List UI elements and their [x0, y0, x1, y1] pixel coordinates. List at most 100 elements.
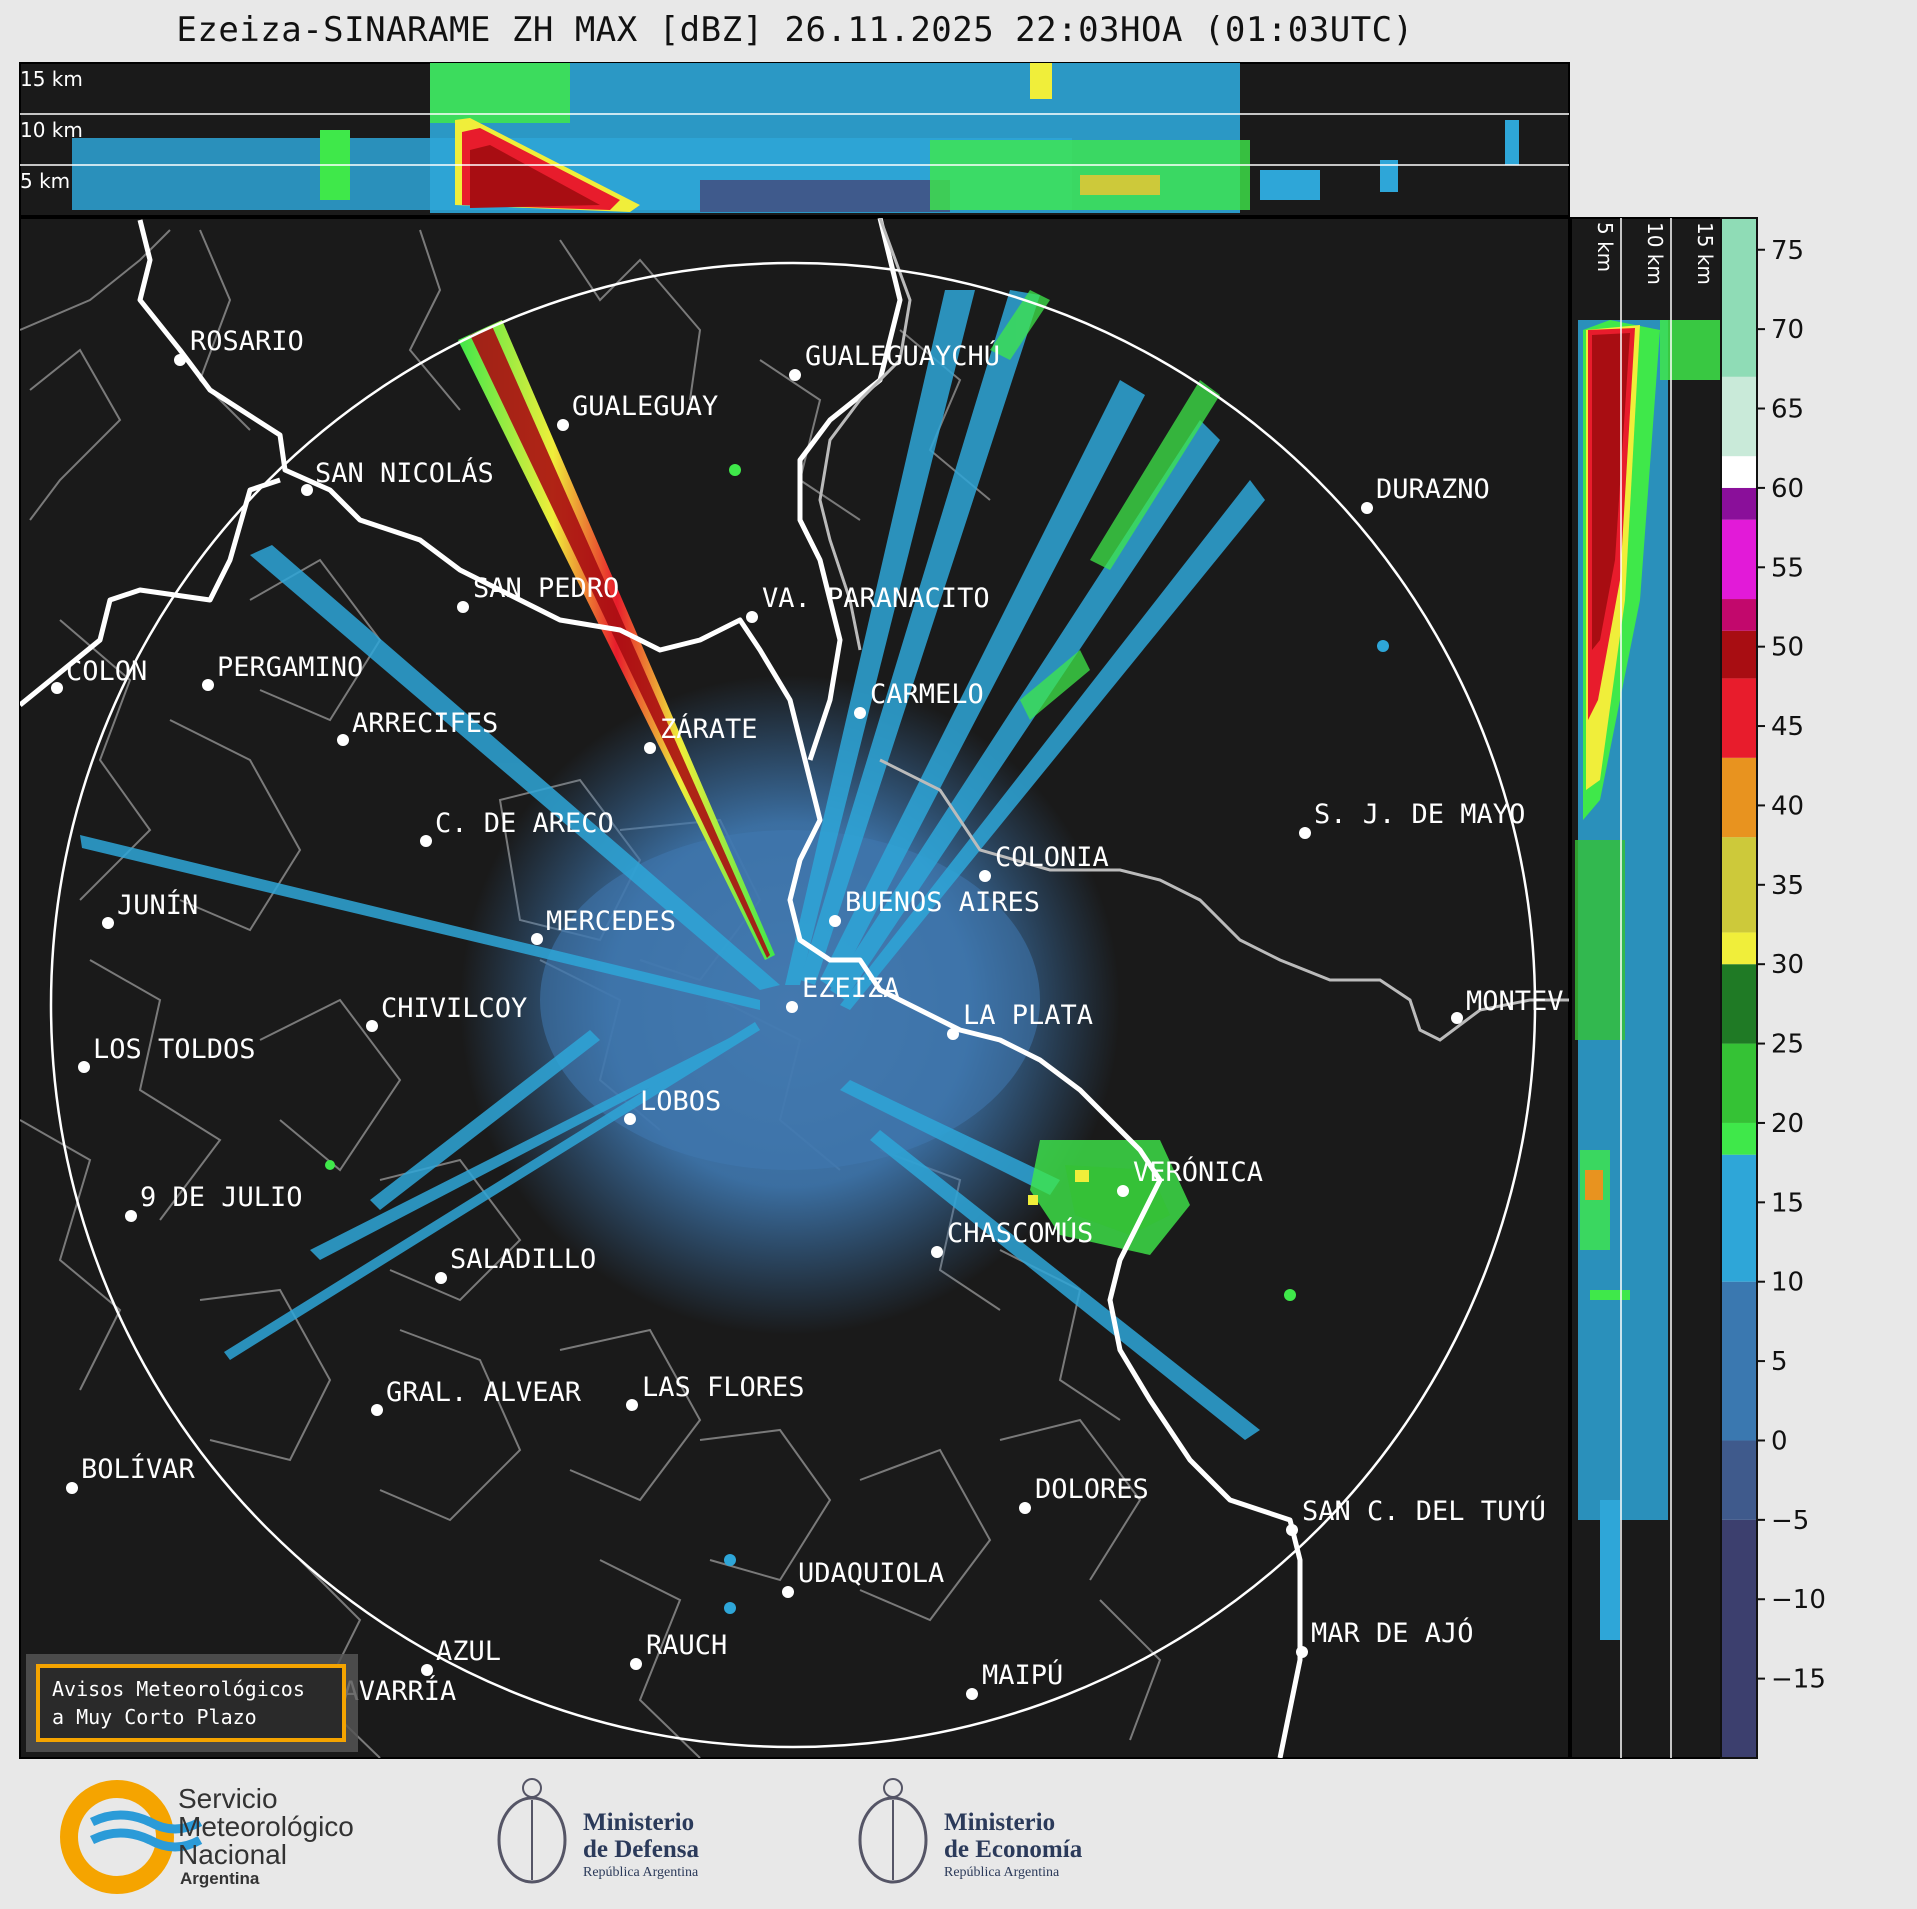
colorbar-tick-label: 10 — [1771, 1268, 1804, 1298]
colorbar-band — [1721, 1122, 1757, 1155]
city-marker: JUNÍN — [102, 889, 198, 929]
city-label: MAIPÚ — [982, 1659, 1063, 1691]
city-dot — [174, 354, 186, 366]
top-cross-section-echoes — [72, 63, 1519, 213]
colorbar-band — [1721, 1043, 1757, 1123]
economia-line-1: Ministerio — [944, 1809, 1055, 1836]
smn-line-1: Servicio — [178, 1783, 278, 1814]
city-dot — [301, 484, 313, 496]
colorbar-tick-label: 50 — [1771, 633, 1804, 663]
city-label: GRAL. ALVEAR — [386, 1377, 582, 1408]
city-dot — [947, 1028, 959, 1040]
city-marker: LAS FLORES — [626, 1372, 805, 1411]
city-marker: C. DE ARECO — [420, 808, 614, 847]
city-marker: GRAL. ALVEAR — [371, 1377, 582, 1416]
city-marker: ARRECIFES — [337, 708, 498, 746]
economia-line-3: República Argentina — [944, 1865, 1060, 1880]
colorbar-tick-label: 65 — [1771, 395, 1804, 425]
city-dot — [746, 611, 758, 623]
notice-box[interactable]: Avisos Meteorológicos a Muy Corto Plazo — [26, 1654, 358, 1752]
colorbar-band — [1721, 1519, 1757, 1758]
city-label: MONTEV — [1466, 986, 1564, 1017]
city-label: ROSARIO — [190, 326, 304, 357]
colorbar-band — [1721, 964, 1757, 1044]
city-marker: COLONIA — [979, 842, 1109, 882]
city-marker: LA PLATA — [947, 1000, 1093, 1040]
colorbar-tick-label: −5 — [1771, 1506, 1809, 1536]
city-dot — [979, 870, 991, 882]
city-label: VERÓNICA — [1133, 1156, 1263, 1188]
city-dot — [420, 835, 432, 847]
city-label: SAN C. DEL TUYÚ — [1302, 1495, 1546, 1527]
top-label-15km: 15 km — [20, 67, 83, 91]
city-dot — [644, 742, 656, 754]
city-marker: VA. PARANACITO — [746, 583, 990, 623]
city-marker: BUENOS AIRES — [829, 887, 1040, 927]
city-dot — [1451, 1012, 1463, 1024]
smn-wave-icon — [89, 1810, 203, 1834]
city-dot — [1019, 1502, 1031, 1514]
city-marker: CHIVILCOY — [366, 993, 527, 1032]
city-dot — [202, 679, 214, 691]
city-marker: BOLÍVAR — [66, 1453, 196, 1494]
city-marker: MAIPÚ — [966, 1659, 1063, 1700]
colorbar-tick-label: 5 — [1771, 1347, 1788, 1377]
city-dot — [435, 1272, 447, 1284]
top-label-5km: 5 km — [20, 169, 70, 193]
city-dot — [966, 1688, 978, 1700]
colorbar-tick-label: 55 — [1771, 553, 1804, 583]
colorbar-band — [1721, 837, 1757, 933]
notice-line-1: Avisos Meteorológicos — [52, 1677, 305, 1701]
city-label: JUNÍN — [117, 889, 198, 921]
city-label: GUALEGUAYCHÚ — [805, 340, 1000, 372]
colorbar-band — [1721, 1154, 1757, 1282]
colorbar-band — [1721, 456, 1757, 488]
notice-line-2: a Muy Corto Plazo — [52, 1705, 257, 1729]
colorbar-band — [1721, 376, 1757, 457]
colorbar-tick-label: 40 — [1771, 791, 1804, 821]
defensa-line-2: de Defensa — [583, 1836, 699, 1863]
city-label: S. J. DE MAYO — [1314, 799, 1525, 830]
city-marker: MAR DE AJÓ — [1296, 1617, 1474, 1658]
city-dot — [366, 1020, 378, 1032]
city-label: COLON — [66, 656, 147, 687]
city-marker: MONTEV — [1451, 986, 1564, 1024]
city-marker: ZÁRATE — [644, 713, 758, 754]
city-label: CHIVILCOY — [381, 993, 527, 1024]
city-marker: ROSARIO — [174, 326, 304, 366]
colorbar-tick-label: 15 — [1771, 1188, 1804, 1218]
colorbar-tick-label: 35 — [1771, 871, 1804, 901]
city-label: GUALEGUAY — [572, 391, 718, 422]
range-ring — [49, 261, 1537, 1749]
city-dot — [102, 917, 114, 929]
city-dot — [371, 1404, 383, 1416]
city-label: CHASCOMÚS — [947, 1217, 1093, 1249]
colorbar-band — [1721, 487, 1757, 520]
city-dot — [531, 933, 543, 945]
city-dot — [624, 1113, 636, 1125]
side-cross-section-echoes — [1575, 320, 1720, 1640]
colorbar-tick-label: 75 — [1771, 236, 1804, 266]
city-dot — [789, 369, 801, 381]
colorbar-band — [1721, 1281, 1757, 1441]
city-dot — [782, 1586, 794, 1598]
colorbar-band — [1721, 1440, 1757, 1520]
city-marker: SAN NICOLÁS — [301, 457, 494, 496]
city-dot — [1296, 1646, 1308, 1658]
city-label: DURAZNO — [1376, 474, 1490, 505]
smn-line-3: Nacional — [178, 1839, 287, 1870]
chart-title: Ezeiza-SINARAME ZH MAX [dBZ] 26.11.2025 … — [176, 10, 1414, 50]
defensa-line-1: Ministerio — [583, 1809, 694, 1836]
city-dot — [421, 1664, 433, 1676]
city-label: LA PLATA — [963, 1000, 1093, 1031]
city-marker: MERCEDES — [531, 906, 676, 945]
city-dot — [557, 419, 569, 431]
city-label: COLONIA — [995, 842, 1109, 873]
colorbar-tick-label: 70 — [1771, 315, 1804, 345]
colorbar-tick-label: 25 — [1771, 1030, 1804, 1060]
economia-logo: Ministerio de Economía República Argenti… — [858, 1778, 1083, 1884]
city-marker: COLON — [51, 656, 147, 694]
colorbar-band — [1721, 932, 1757, 965]
city-label: BOLÍVAR — [81, 1453, 196, 1485]
